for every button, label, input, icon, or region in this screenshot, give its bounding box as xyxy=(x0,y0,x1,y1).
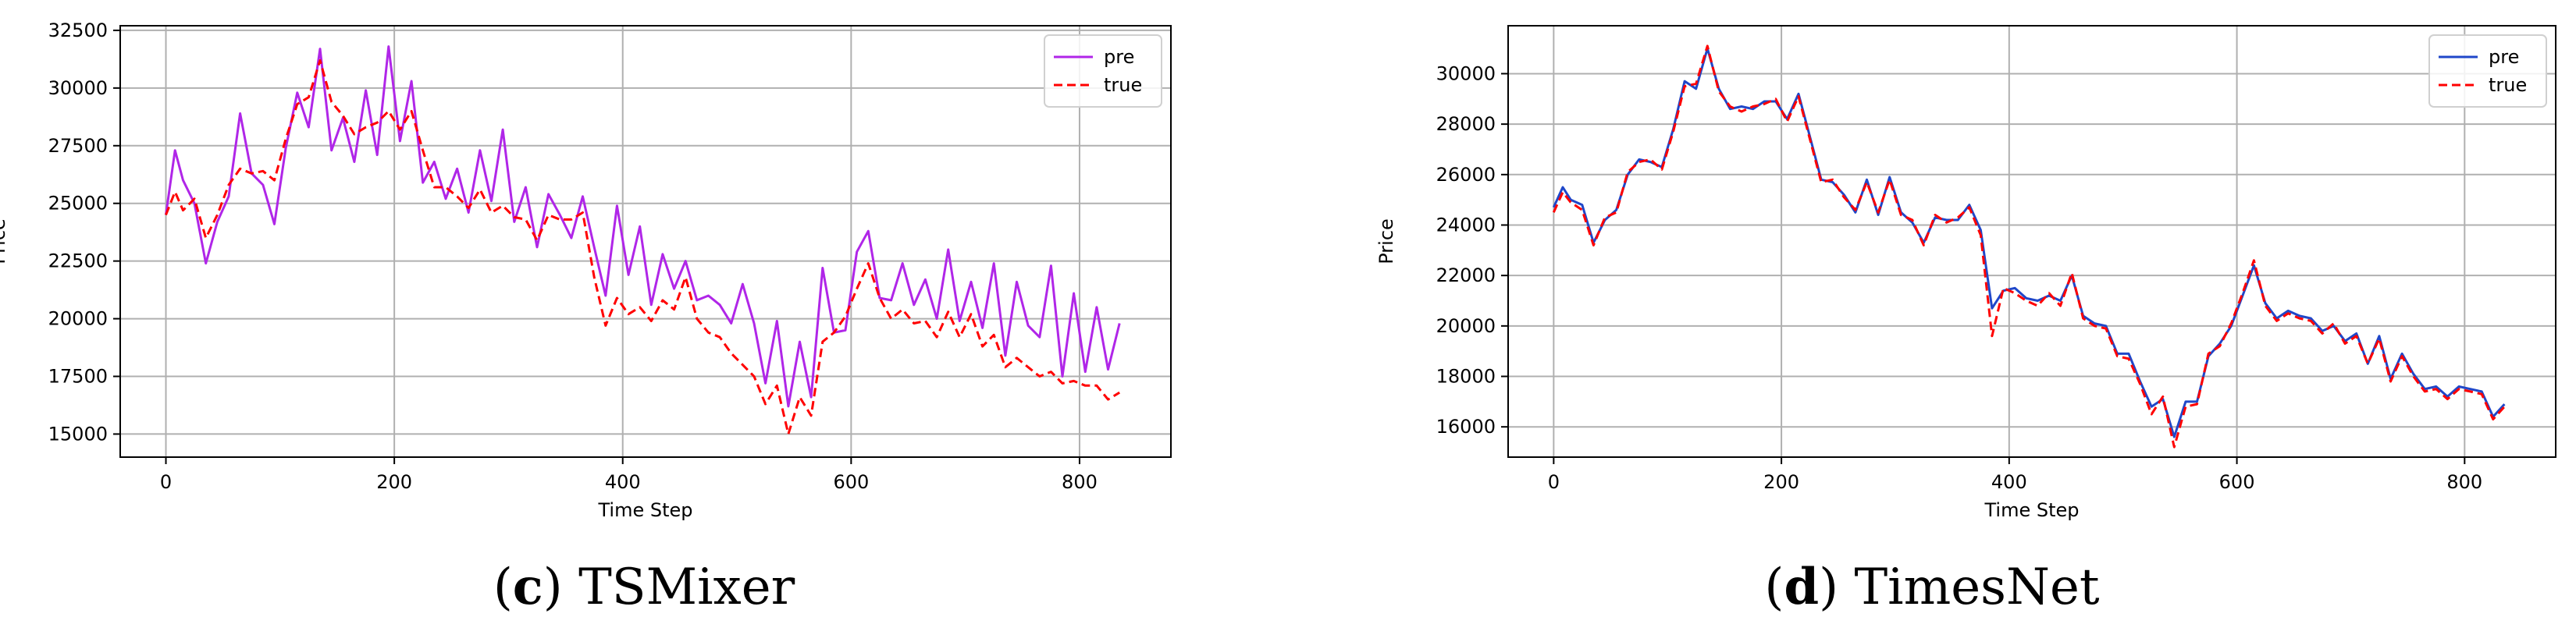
chart-timesnet: 0 200 400 600 800 16000 18000 20000 22000 24000 26… xyxy=(1375,25,2556,521)
y-axis-label: Price xyxy=(1375,218,1397,264)
y-tick-label: 24000 xyxy=(1436,214,1496,236)
x-tick-label: 600 xyxy=(833,471,869,493)
y-tick-label: 16000 xyxy=(1436,416,1496,438)
y-tick-label: 18000 xyxy=(1436,366,1496,388)
x-tick-label: 400 xyxy=(1991,471,2027,493)
legend: pre true xyxy=(1044,34,1162,108)
y-tick-label: 30000 xyxy=(48,77,108,99)
x-tick-label: 0 xyxy=(160,471,172,493)
chart-panel-tsmixer: 0 200 400 600 800 15000 17500 20000 22500 25000 27… xyxy=(0,20,1172,616)
y-tick-label: 32500 xyxy=(48,20,108,41)
legend: pre true xyxy=(2428,34,2547,108)
y-tick-label: 27500 xyxy=(48,135,108,157)
x-axis-label: Time Step xyxy=(597,499,692,521)
plot-frame xyxy=(1507,25,2556,458)
y-tick-label: 25000 xyxy=(48,193,108,215)
series-line-true xyxy=(165,59,1120,435)
y-tick-label: 20000 xyxy=(48,308,108,330)
y-tick-label: 22500 xyxy=(48,250,108,272)
legend-label-true: true xyxy=(1104,74,1142,96)
series-line-pre xyxy=(165,45,1121,408)
y-tick-label: 28000 xyxy=(1436,113,1496,135)
caption-timesnet: (d) TimesNet xyxy=(1764,558,2100,616)
y-tick-label: 17500 xyxy=(48,365,108,387)
legend-label-pre: pre xyxy=(2489,46,2519,68)
series-line-true xyxy=(1552,44,2506,449)
plot-frame xyxy=(119,25,1172,458)
x-tick-label: 600 xyxy=(2219,471,2255,493)
x-tick-label: 800 xyxy=(2446,471,2482,493)
chart-tsmixer: 0 200 400 600 800 15000 17500 20000 22500 25000 27… xyxy=(0,20,1172,521)
legend-box xyxy=(1044,34,1162,108)
x-tick-label: 200 xyxy=(1763,471,1799,493)
series-line-pre xyxy=(1552,47,2506,438)
x-tick-label: 400 xyxy=(605,471,641,493)
y-axis-label: Price xyxy=(0,218,9,264)
x-axis-label: Time Step xyxy=(1984,499,2079,521)
legend-label-pre: pre xyxy=(1104,46,1134,68)
x-tick-label: 0 xyxy=(1548,471,1560,493)
legend-box xyxy=(2428,34,2547,108)
y-tick-label: 15000 xyxy=(48,423,108,445)
y-tick-label: 30000 xyxy=(1436,62,1496,84)
y-tick-label: 20000 xyxy=(1436,315,1496,337)
caption-tsmixer: (c) TSMixer xyxy=(493,558,795,616)
x-tick-label: 800 xyxy=(1062,471,1098,493)
legend-label-true: true xyxy=(2489,74,2527,96)
chart-panel-timesnet: 0 200 400 600 800 16000 18000 20000 22000 24000 26… xyxy=(1288,0,2576,642)
y-tick-label: 22000 xyxy=(1436,264,1496,286)
x-tick-label: 200 xyxy=(376,471,412,493)
y-tick-label: 26000 xyxy=(1436,164,1496,186)
